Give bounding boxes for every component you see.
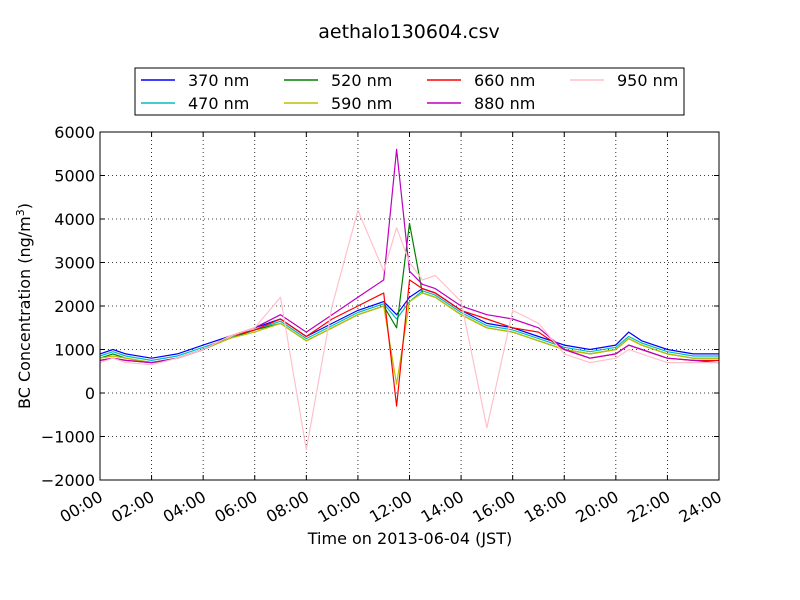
x-tick-label: 10:00 [314, 487, 363, 527]
plot-area [100, 132, 719, 480]
x-tick-label: 16:00 [469, 487, 518, 527]
legend-label: 520 nm [331, 71, 392, 90]
legend-box [134, 67, 685, 116]
x-tick-label: 12:00 [366, 487, 415, 527]
legend-label: 880 nm [474, 94, 535, 113]
plot-frame [99, 131, 720, 481]
y-tick-label: 5000 [54, 167, 95, 186]
legend-label: 590 nm [331, 94, 392, 113]
x-tick-label: 00:00 [57, 487, 106, 527]
x-tick-label: 06:00 [211, 487, 260, 527]
x-tick-label: 18:00 [521, 487, 570, 527]
y-tick-labels: 6000 5000 4000 3000 2000 1000 0 −1000 −2000 [41, 123, 95, 490]
y-tick-label: −1000 [41, 428, 95, 447]
y-tick-label: 3000 [54, 254, 95, 273]
y-tick-label: −2000 [41, 471, 95, 490]
y-tick-label: 6000 [54, 123, 95, 142]
y-axis-label-main: BC Concentration (ng/m [15, 216, 34, 409]
y-axis-label-sup: 3 [14, 209, 27, 216]
chart-title: aethalo130604.csv [318, 21, 500, 43]
x-tick-label: 22:00 [624, 487, 673, 527]
legend: 370 nm 470 nm 520 nm 590 nm 660 nm 880 nm 950 … [134, 67, 685, 116]
legend-label: 950 nm [617, 71, 678, 90]
y-tick-label: 4000 [54, 210, 95, 229]
legend-label: 370 nm [188, 71, 249, 90]
x-tick-label: 08:00 [263, 487, 312, 527]
y-tick-label: 0 [85, 384, 95, 403]
legend-label: 470 nm [188, 94, 249, 113]
series-line [99, 209, 719, 451]
y-tick-label: 1000 [54, 341, 95, 360]
x-tick-label: 14:00 [418, 487, 467, 527]
x-tick-label: 20:00 [572, 487, 621, 527]
y-tick-label: 2000 [54, 297, 95, 316]
x-axis-label: Time on 2013-06-04 (JST) [307, 529, 512, 548]
series-line [99, 288, 719, 359]
series-lines [99, 148, 720, 451]
y-axis-label: BC Concentration (ng/m3) [14, 203, 34, 409]
y-axis-label-close: ) [15, 203, 34, 209]
x-tick-label: 24:00 [676, 487, 725, 527]
x-tick-label: 04:00 [160, 487, 209, 527]
x-tick-label: 02:00 [108, 487, 157, 527]
x-tick-labels: 00:00 02:00 04:00 06:00 08:00 10:00 12:00 14:00… [57, 487, 725, 527]
legend-label: 660 nm [474, 71, 535, 90]
